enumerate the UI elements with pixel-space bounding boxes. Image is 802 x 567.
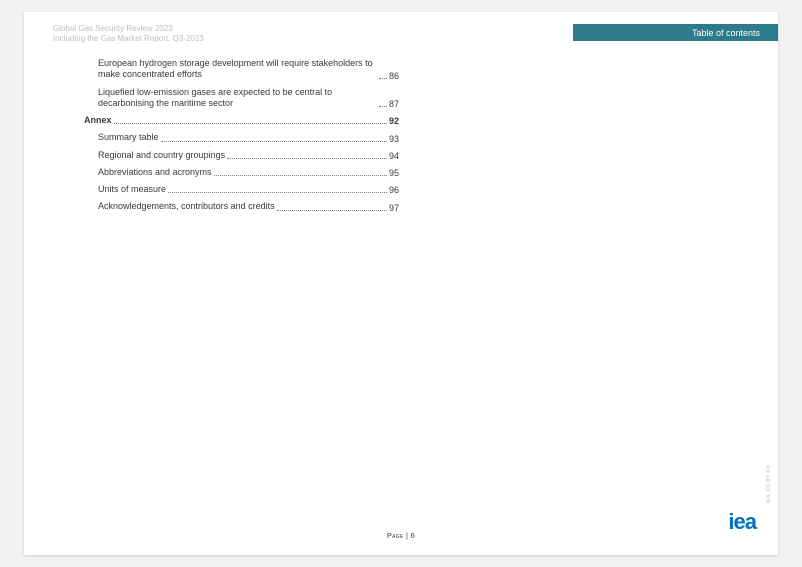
toc-entry-page: 94	[389, 151, 399, 161]
toc-entry-page: 96	[389, 185, 399, 195]
toc-entry-page: 97	[389, 203, 399, 213]
page-number-text: Page | 6	[387, 531, 415, 540]
toc-leader-dots	[114, 123, 387, 124]
page-number: Page | 6	[24, 531, 778, 540]
iea-logo: iea	[728, 509, 756, 535]
toc-entry-page: 92	[389, 116, 399, 126]
toc-entry: Liquefied low-emission gases are expecte…	[84, 87, 399, 110]
toc-entry-text: Liquefied low-emission gases are expecte…	[98, 87, 377, 110]
toc-entry-text: European hydrogen storage development wi…	[98, 58, 377, 81]
toc-entry-text: Abbreviations and acronyms	[98, 167, 212, 178]
toc-leader-dots	[277, 210, 387, 211]
toc-entry-page: 86	[389, 71, 399, 81]
document-page: Global Gas Security Review 2023 Includin…	[24, 12, 778, 555]
toc-entry-page: 95	[389, 168, 399, 178]
toc-entry-text: Acknowledgements, contributors and credi…	[98, 201, 275, 212]
toc-entry: Regional and country groupings 94	[84, 150, 399, 161]
toc-leader-dots	[214, 175, 387, 176]
header-title-line2: Including the Gas Market Report, Q3-2023	[53, 34, 204, 44]
header-title-block: Global Gas Security Review 2023 Includin…	[53, 24, 204, 44]
toc-entry: Units of measure 96	[84, 184, 399, 195]
toc-entry-page: 93	[389, 134, 399, 144]
toc-leader-dots	[227, 158, 387, 159]
toc-entry: Acknowledgements, contributors and credi…	[84, 201, 399, 212]
toc-leader-dots	[379, 78, 387, 79]
section-banner: Table of contents	[573, 24, 778, 41]
toc-entry: Summary table 93	[84, 132, 399, 143]
toc-leader-dots	[379, 106, 387, 107]
toc-entry-text: Summary table	[98, 132, 159, 143]
toc-entry-page: 87	[389, 99, 399, 109]
license-note: IEA. CC BY 4.0.	[766, 464, 772, 503]
toc-entry-text: Units of measure	[98, 184, 166, 195]
header-title-line1: Global Gas Security Review 2023	[53, 24, 204, 34]
table-of-contents: European hydrogen storage development wi…	[84, 58, 399, 219]
toc-leader-dots	[168, 192, 387, 193]
toc-entry: Annex 92	[84, 115, 399, 126]
toc-entry: Abbreviations and acronyms 95	[84, 167, 399, 178]
toc-entry: European hydrogen storage development wi…	[84, 58, 399, 81]
section-banner-label: Table of contents	[692, 28, 760, 38]
toc-leader-dots	[161, 141, 387, 142]
toc-entry-text: Regional and country groupings	[98, 150, 225, 161]
toc-entry-text: Annex	[84, 115, 112, 126]
